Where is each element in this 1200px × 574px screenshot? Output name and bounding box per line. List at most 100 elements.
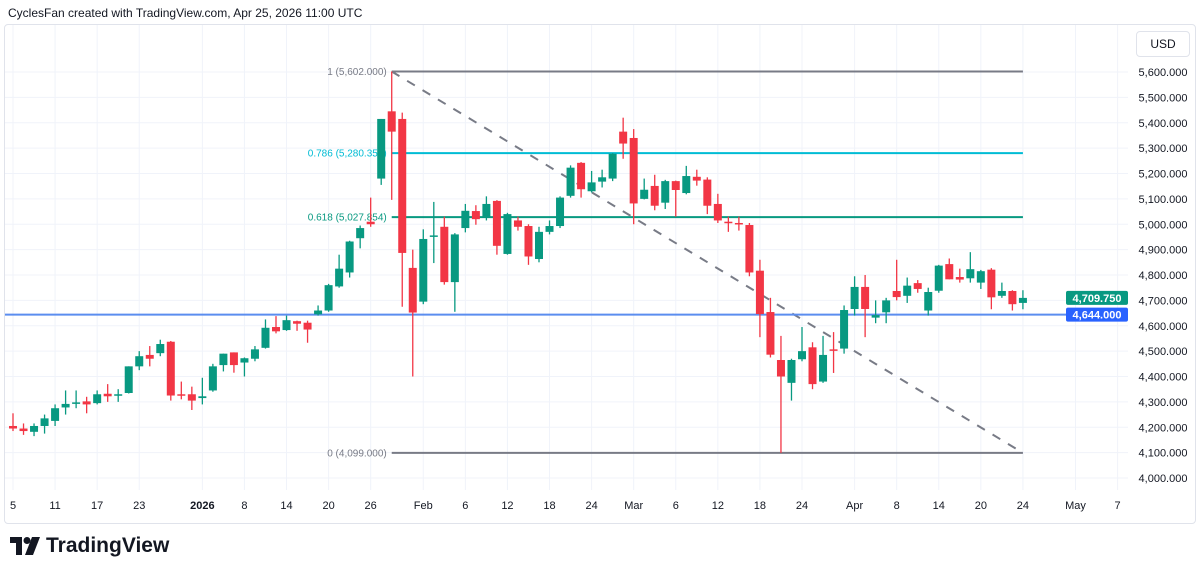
tradingview-logo[interactable]: TradingView	[10, 534, 169, 558]
fib-level-label: 0 (4,099.000)	[327, 448, 387, 459]
price-axis-label: 4,500.000	[1139, 346, 1188, 358]
candle-body	[429, 235, 438, 237]
time-axis-label: 24	[796, 500, 808, 512]
last-price-tag	[1066, 290, 1128, 305]
candle-body	[713, 203, 722, 221]
candle-body	[440, 226, 449, 283]
price-axis-label: 4,800.000	[1139, 270, 1188, 282]
candle-body	[229, 352, 238, 366]
price-axis-label: 4,000.000	[1139, 473, 1188, 485]
candle-body	[51, 408, 60, 421]
candle-body	[976, 271, 985, 283]
fib-level-label: 0.786 (5,280.358)	[308, 149, 387, 160]
candle-body	[798, 351, 806, 360]
candle-body	[471, 211, 480, 220]
candle-body	[103, 393, 112, 397]
candle-body	[840, 310, 849, 349]
candle-body	[492, 200, 501, 246]
time-axis-label: 12	[501, 500, 513, 512]
time-axis-label: 17	[91, 500, 103, 512]
candle-body	[408, 267, 417, 313]
candle-body	[535, 231, 543, 260]
candle-body	[787, 360, 796, 383]
candle-body	[419, 238, 428, 302]
time-axis-label: 26	[365, 500, 377, 512]
candle-body	[619, 131, 628, 144]
candle-body	[671, 181, 680, 190]
candle-body	[114, 394, 123, 396]
candle-body	[745, 225, 754, 273]
candle-body	[598, 177, 607, 182]
candle-body	[924, 292, 933, 311]
candle-body	[187, 394, 196, 401]
candle-body	[40, 418, 49, 426]
price-axis-label: 5,500.000	[1139, 92, 1188, 104]
price-axis-label: 5,300.000	[1139, 143, 1188, 155]
candle-body	[513, 220, 522, 227]
candle-body	[808, 347, 817, 385]
candle-body	[955, 277, 964, 280]
hline-price-label: 4,644.000	[1073, 310, 1122, 322]
time-axis-label: Mar	[624, 500, 643, 512]
candle-body	[219, 353, 228, 366]
candle-body	[314, 310, 323, 315]
candle-body	[482, 203, 491, 218]
candle-body	[640, 189, 649, 199]
time-axis-label: Feb	[414, 500, 433, 512]
dashed-trend-line	[391, 70, 1024, 454]
candle-body	[261, 327, 270, 348]
time-axis-label: 11	[49, 500, 60, 512]
candle-body	[377, 118, 386, 179]
candle-body	[250, 349, 259, 359]
candle-body	[903, 285, 912, 296]
time-axis-label: 20	[975, 500, 987, 512]
candle-body	[734, 222, 743, 225]
candle-body	[303, 322, 312, 330]
candle-body	[345, 241, 354, 273]
last-price-label: 4,709.750	[1073, 293, 1122, 305]
time-axis-label: 5	[10, 500, 16, 512]
candle-body	[724, 221, 733, 224]
candle-body	[566, 167, 575, 196]
time-axis-label: Apr	[846, 500, 863, 512]
candle-body	[871, 315, 880, 318]
candle-body	[366, 221, 375, 225]
time-axis-label: 7	[1115, 500, 1121, 512]
price-axis-label: 5,200.000	[1139, 169, 1188, 181]
candle-body	[524, 226, 533, 257]
candle-body	[577, 162, 586, 190]
price-axis-label: 4,900.000	[1139, 245, 1188, 257]
candle-body	[82, 401, 91, 405]
candle-body	[177, 394, 186, 396]
currency-button[interactable]: USD	[1136, 31, 1190, 57]
time-axis-label: 14	[280, 500, 292, 512]
candle-body	[9, 425, 17, 429]
candle-body	[293, 321, 302, 324]
candle-body	[692, 176, 701, 181]
fib-level-label: 1 (5,602.000)	[327, 67, 387, 78]
price-axis-label: 4,600.000	[1139, 321, 1188, 333]
candle-body	[240, 358, 249, 363]
time-axis-label: 18	[543, 500, 555, 512]
candle-body	[629, 137, 638, 204]
time-axis-label: 6	[462, 500, 468, 512]
price-axis-label: 5,100.000	[1139, 194, 1188, 206]
price-axis-label: 5,600.000	[1139, 67, 1188, 79]
candle-body	[934, 265, 943, 291]
candle-body	[945, 264, 954, 280]
candle-body	[1018, 297, 1027, 303]
candle-body	[461, 210, 470, 229]
candle-body	[545, 226, 554, 232]
price-axis-label: 4,400.000	[1139, 372, 1188, 384]
candle-body	[556, 197, 565, 227]
candle-body	[861, 286, 870, 310]
price-axis-label: 5,400.000	[1139, 118, 1188, 130]
price-axis-label: 4,200.000	[1139, 422, 1188, 434]
candle-body	[661, 181, 670, 203]
time-axis-label: 8	[894, 500, 900, 512]
candle-body	[124, 366, 133, 393]
candle-body	[966, 269, 975, 279]
candle-body	[450, 234, 459, 283]
candle-body	[145, 354, 154, 359]
